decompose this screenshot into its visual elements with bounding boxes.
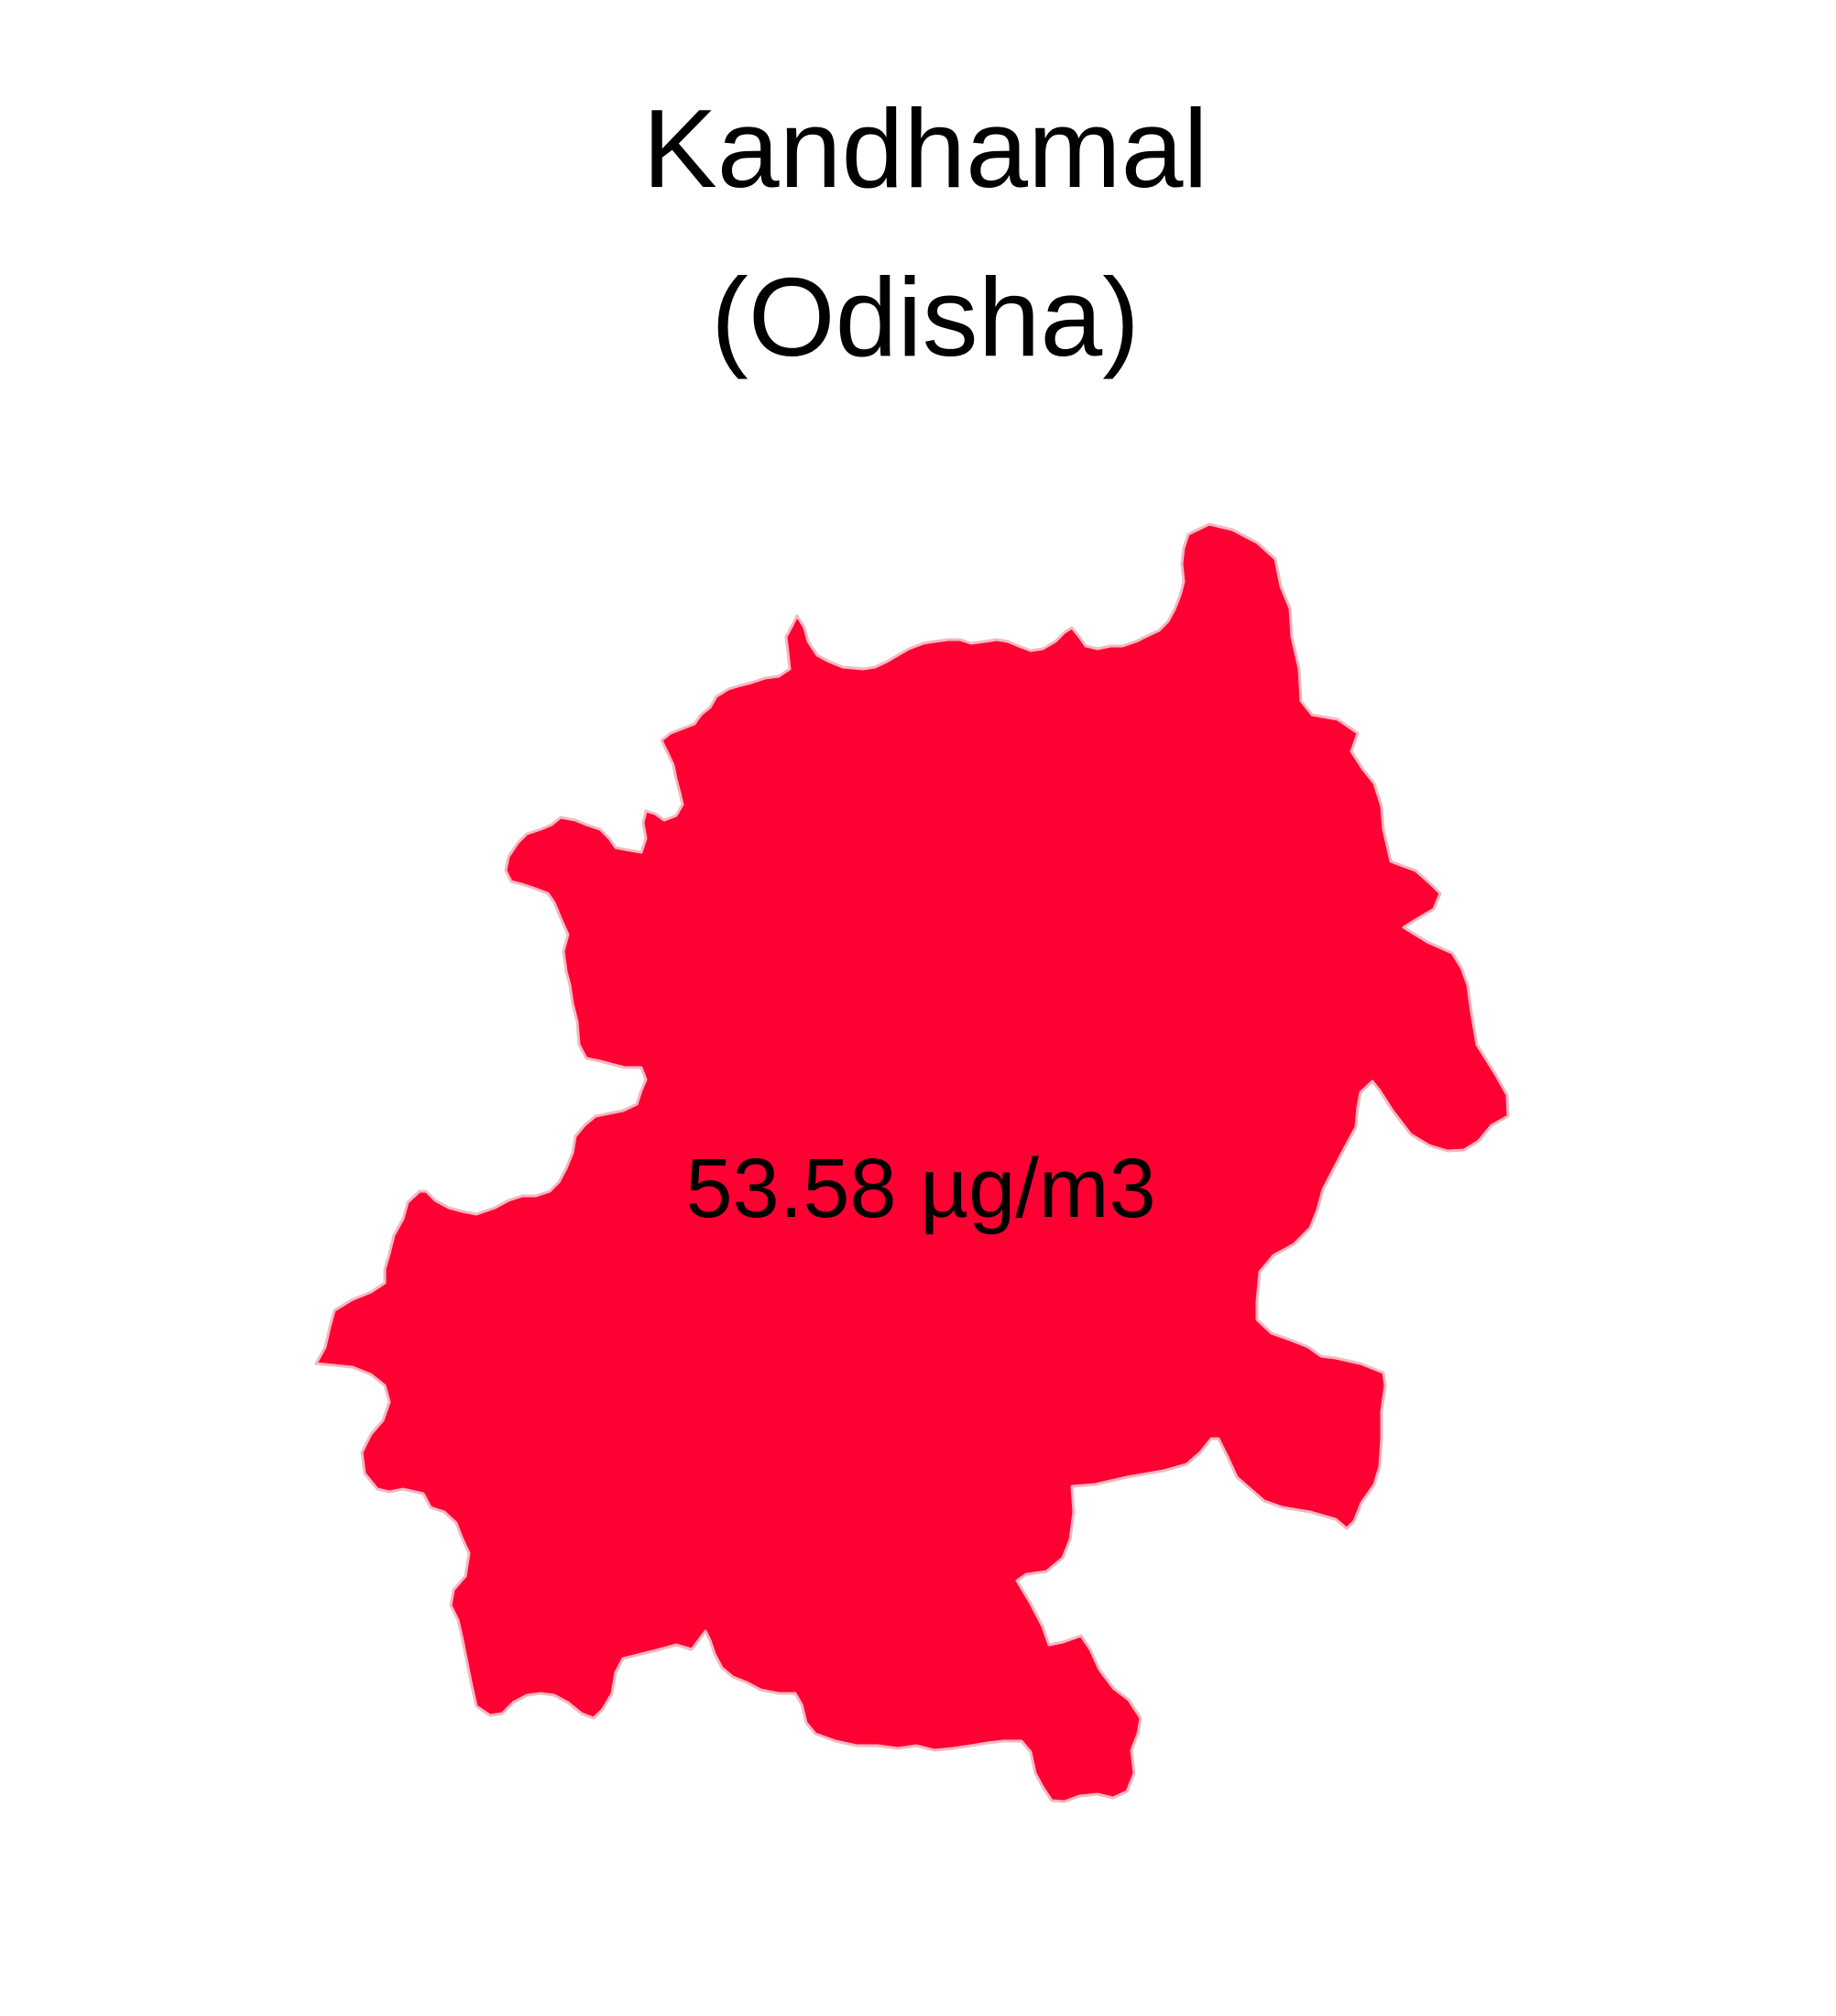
pollution-value-label: 53.58 µg/m3 [685,1142,1155,1235]
district-region-kandhamal[interactable] [314,522,1510,1803]
title-state: (Odisha) [711,255,1140,379]
title-district: Kandhamal [642,86,1208,211]
map-title: Kandhamal (Odisha) [0,64,1836,401]
